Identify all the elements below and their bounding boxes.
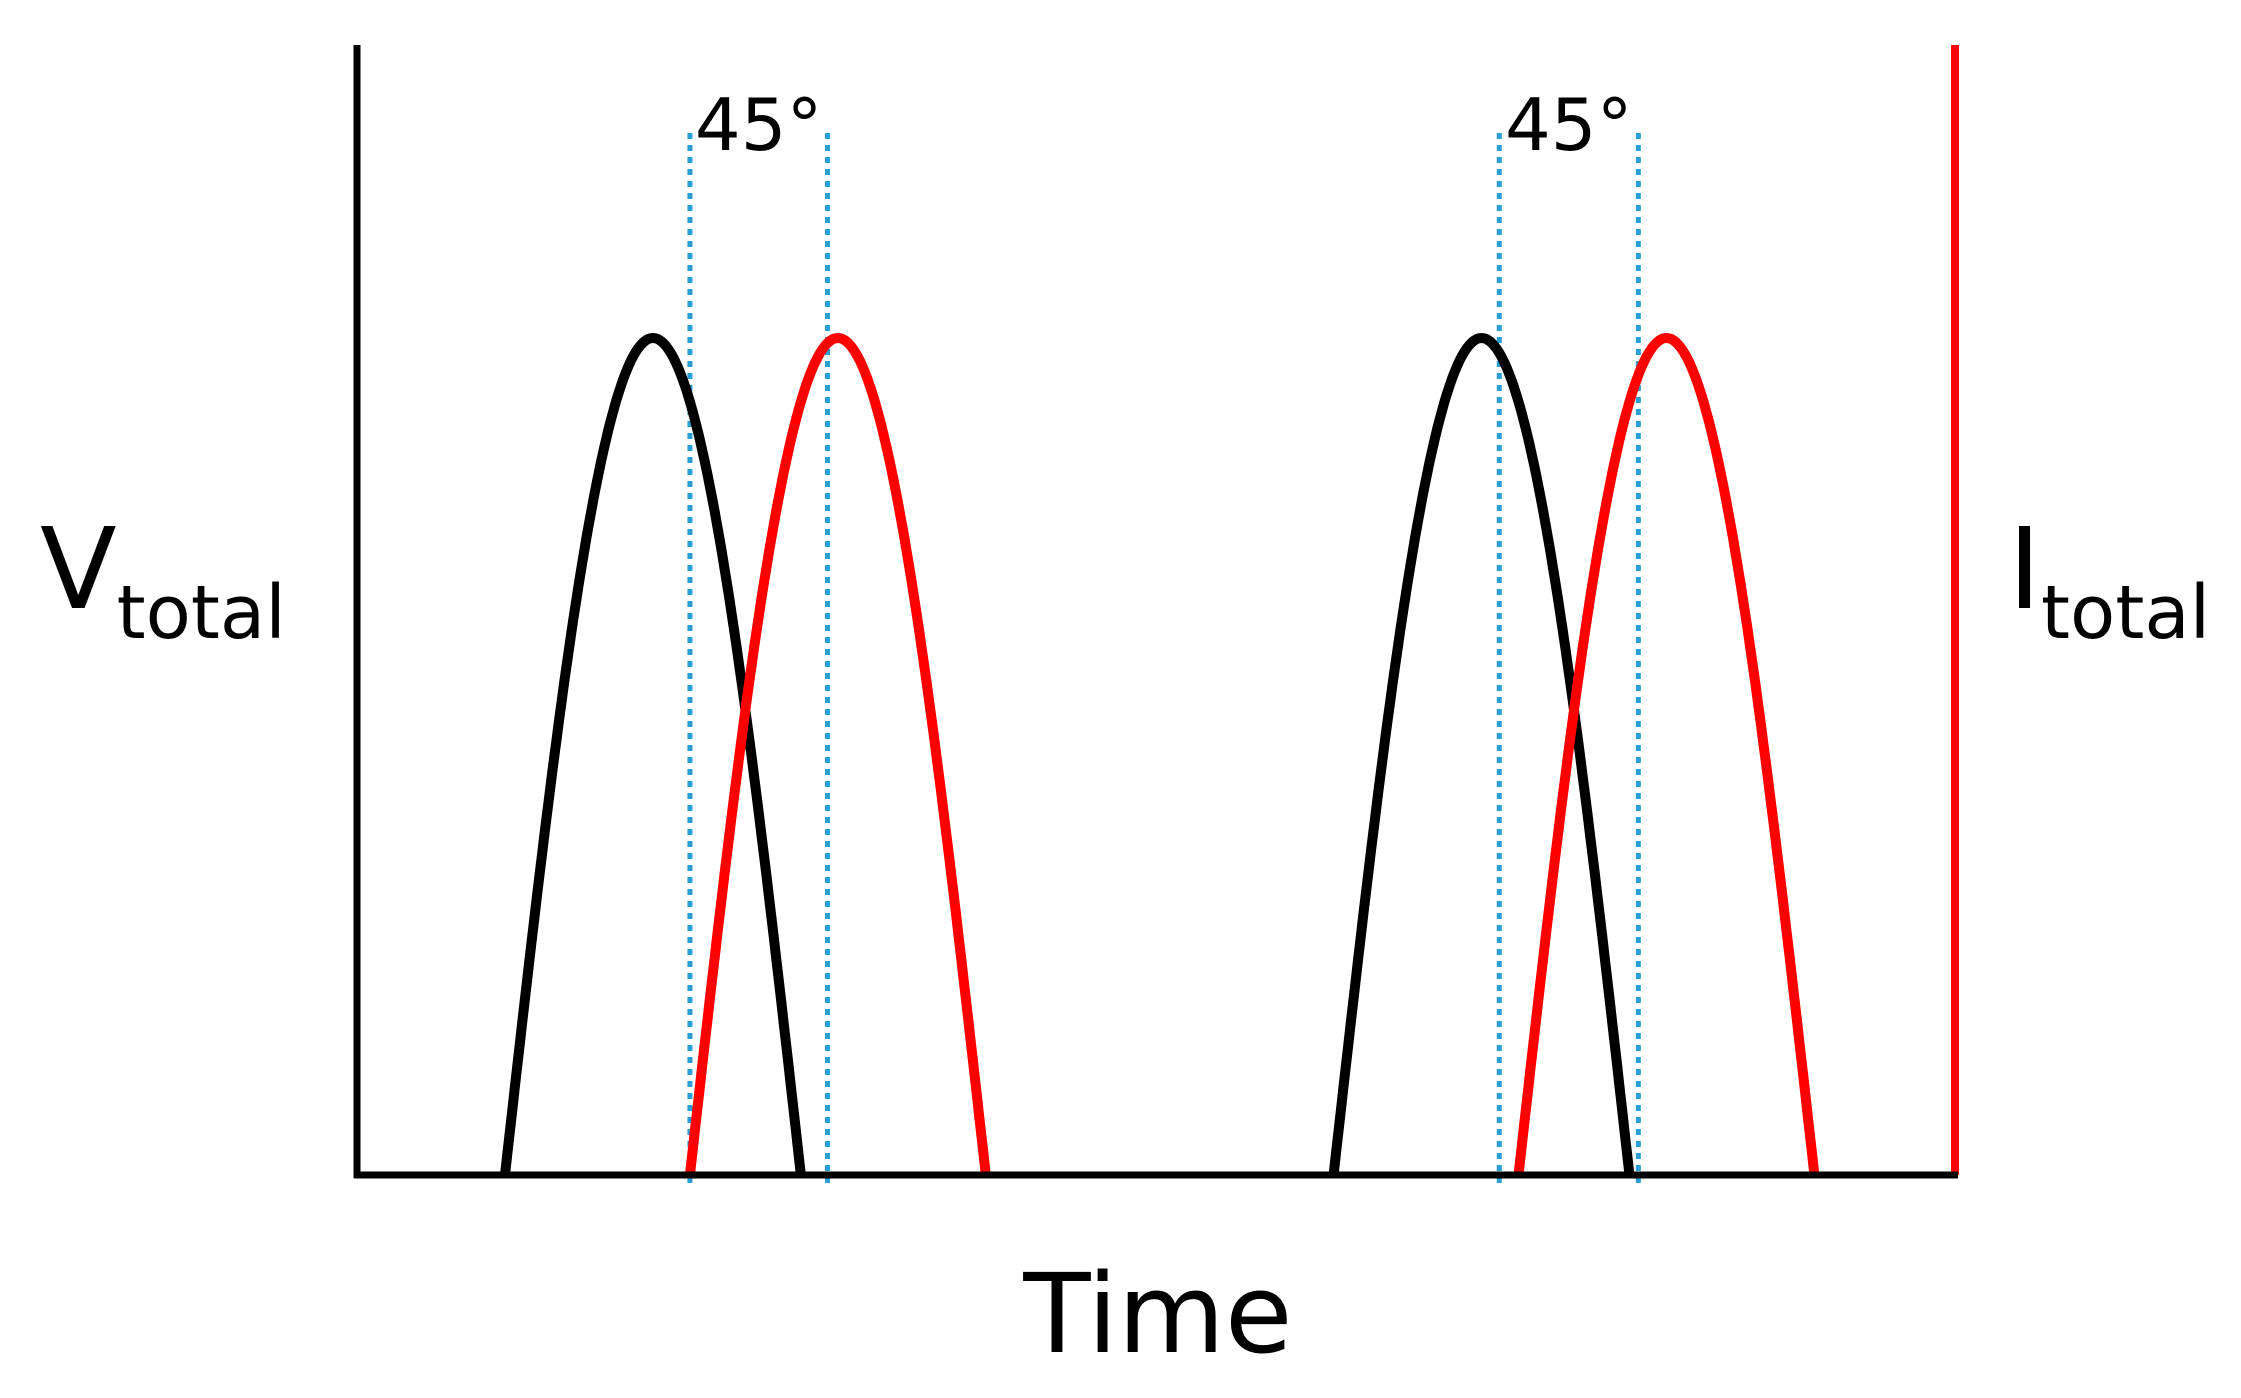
phase-label-2: 45° — [1505, 83, 1633, 167]
phase-label-1: 45° — [695, 83, 823, 167]
x-axis-label: Time — [1022, 1250, 1292, 1378]
right-y-axis-label: Itotal — [2008, 505, 2210, 656]
left-y-axis-label-subscript: total — [117, 570, 286, 656]
voltage-pulse-2 — [1328, 332, 1635, 1176]
current-pulse-2 — [1513, 332, 1820, 1176]
left-y-axis-label: Vtotal — [40, 505, 286, 656]
phase-marker-layer: 45° 45° — [687, 83, 1641, 1188]
right-y-axis-label-main: I — [2008, 505, 2041, 635]
voltage-pulse-1 — [500, 332, 806, 1176]
current-pulse-1 — [684, 332, 991, 1176]
right-y-axis-label-subscript: total — [2041, 570, 2210, 656]
series-layer — [500, 332, 1820, 1176]
axis-layer — [353, 45, 1959, 1179]
left-y-axis-label-main: V — [40, 505, 117, 635]
